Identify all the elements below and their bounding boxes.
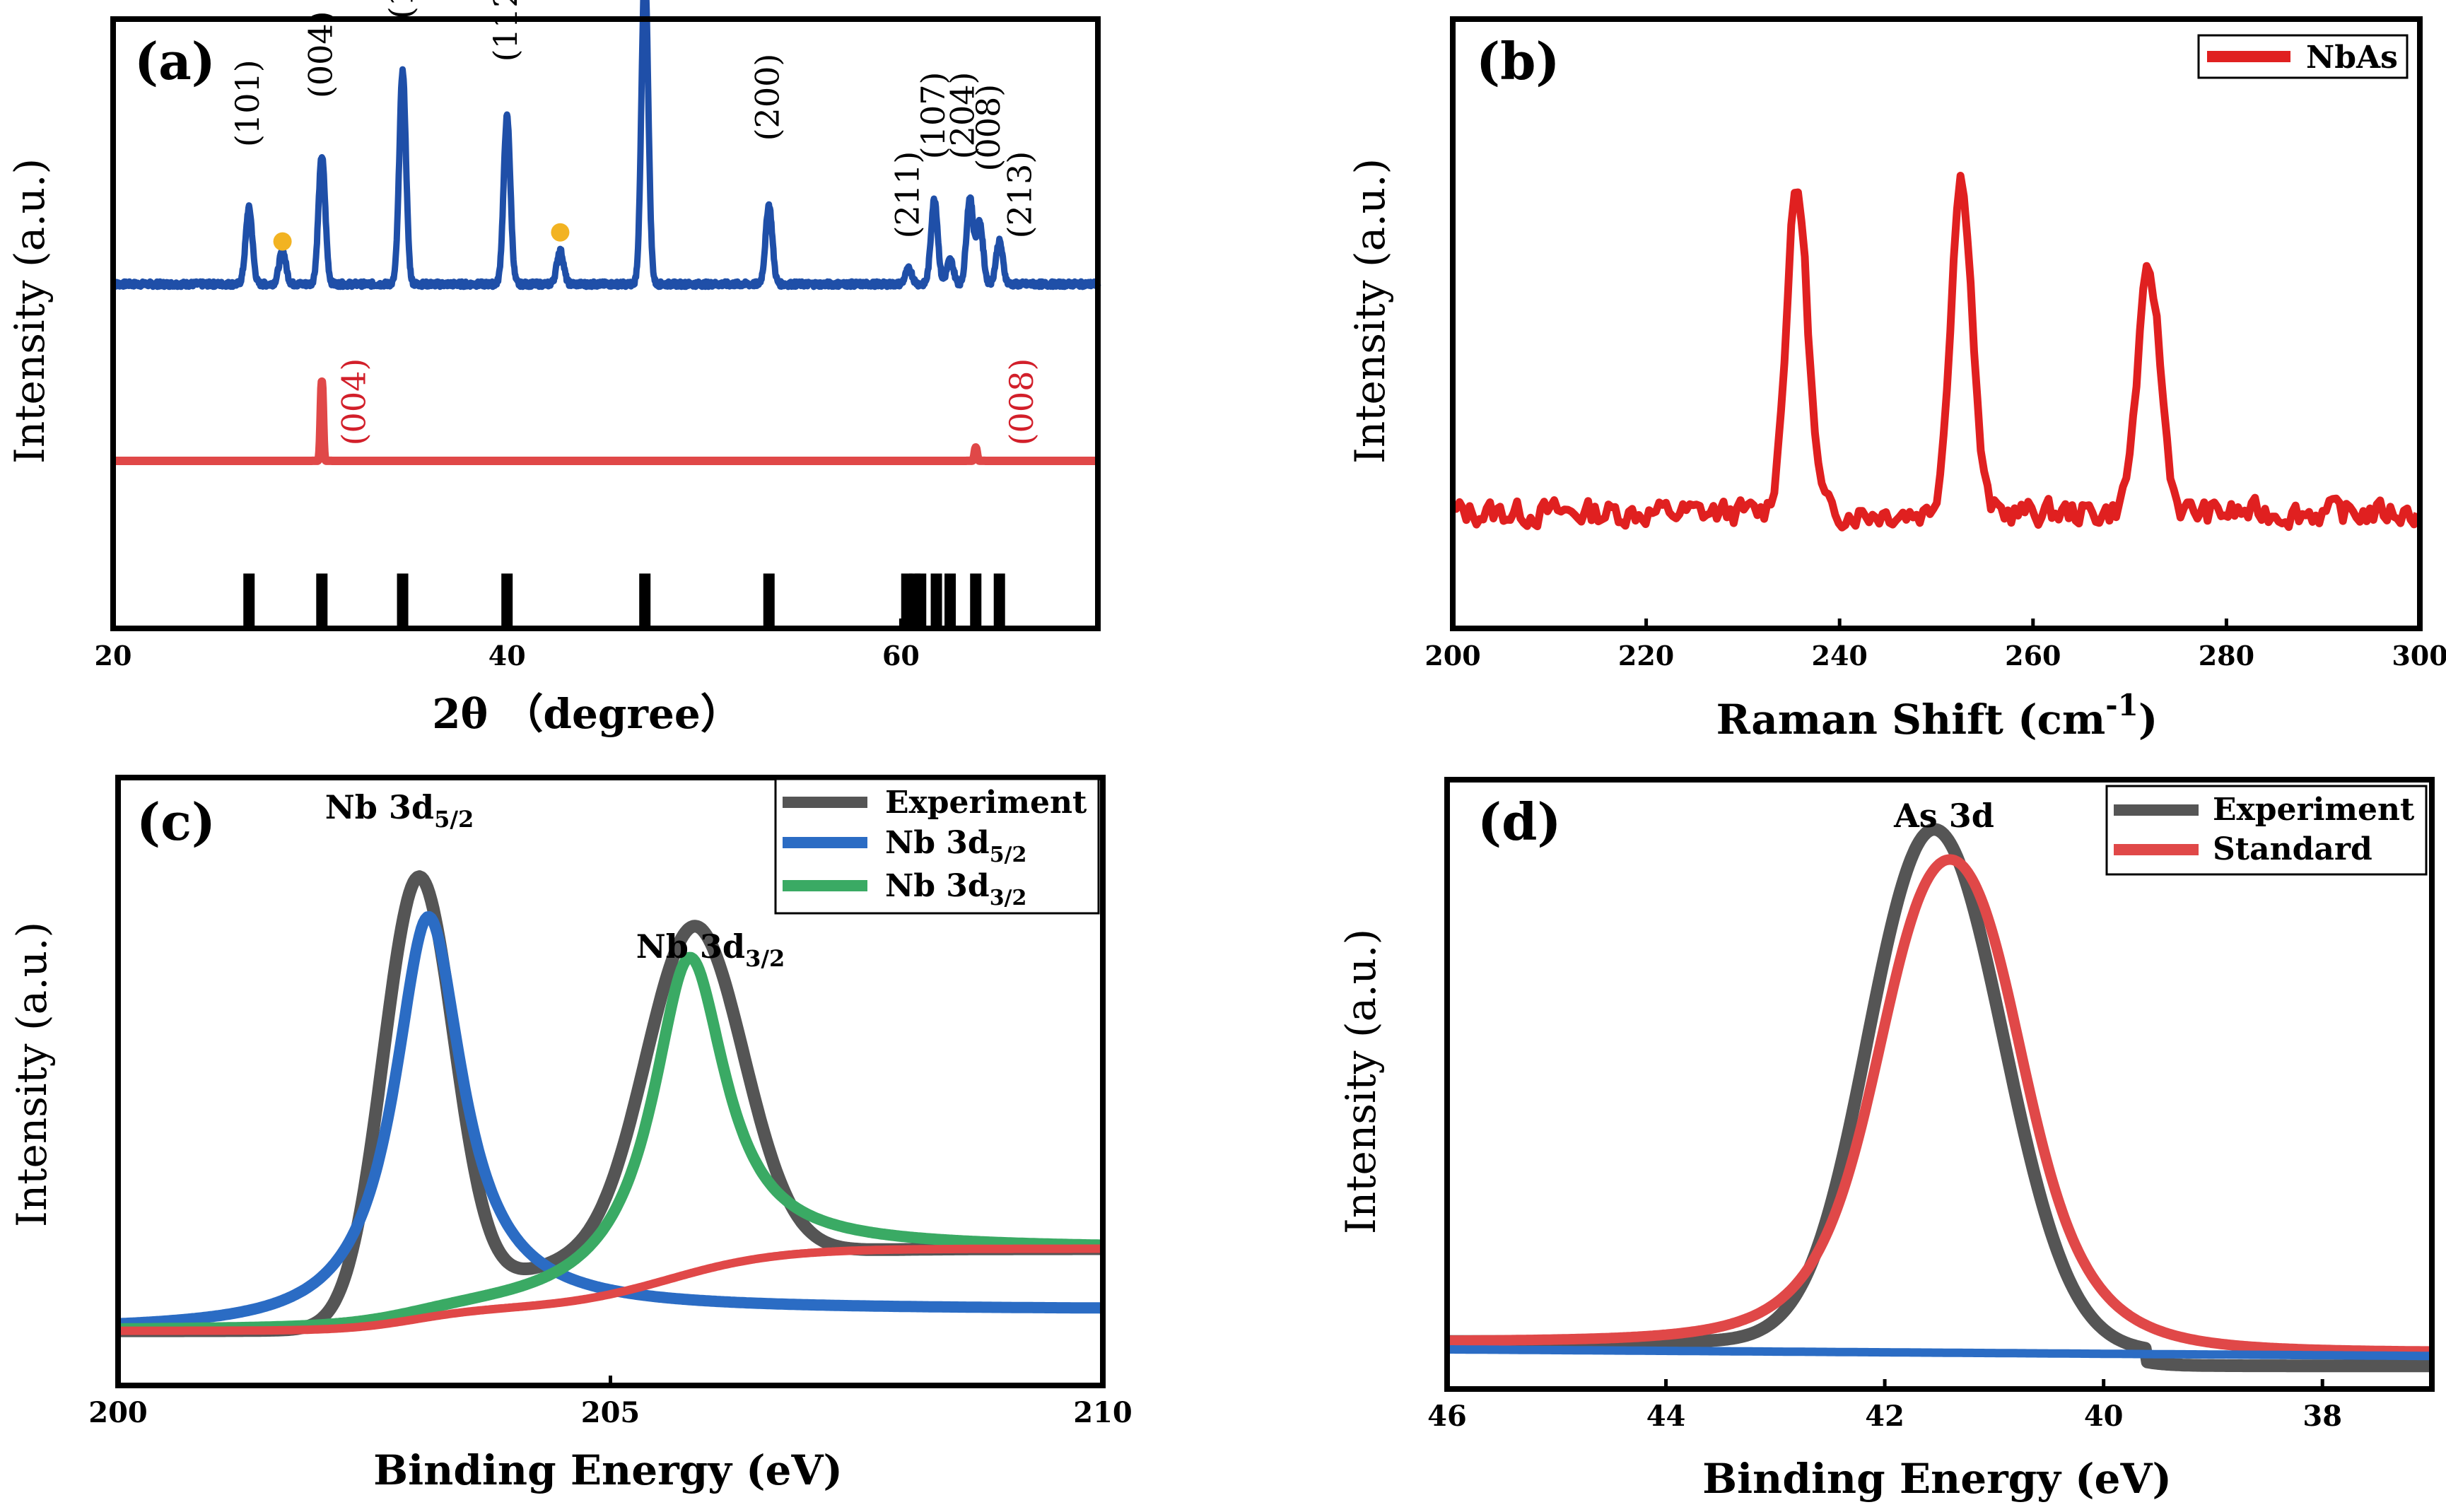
panel-c-legend-label-nb-3d52-sub: 5/2 [990, 843, 1027, 867]
panel-b-x-axis-label-sup: -1 [2105, 688, 2138, 722]
panel-c-y-axis-label: Intensity (a.u.) [8, 922, 56, 1227]
panel-d-series-group [1443, 823, 2436, 1373]
panel-c-frame [115, 775, 1106, 1388]
panel-a-annotations-group: (101)(004)(103)(112)(105)(200)(211)(107)… [228, 0, 1041, 445]
panel-b-xtick-label-5: 300 [2392, 640, 2446, 672]
panel-d-peak-label-0-main: As 3d [1893, 797, 1994, 835]
panel-a-annotation-8: (204) [944, 72, 982, 160]
panel-d-legend-label-standard: Standard [2213, 831, 2372, 867]
panel-d-series-background [1445, 1345, 2434, 1361]
panel-a-annotation-9: (008) [969, 84, 1007, 172]
panel-b-xtick-label-1: 220 [1618, 640, 1674, 672]
panel-a-annotation-1: (004) [301, 11, 339, 98]
panel-a-xtick-label-2: 60 [882, 640, 920, 672]
panel-c-xtick-label-2: 210 [1073, 1396, 1133, 1429]
panel-c-peak-label-0-text: Nb 3d5/2 [325, 788, 474, 833]
panel-a-annotation-6: (211) [889, 151, 927, 239]
panel-c-legend: Experiment Nb 3d5/2 Nb 3d3/2 [774, 778, 1100, 915]
panel-d-y-axis-label: Intensity (a.u.) [1337, 929, 1385, 1234]
panel-c-legend-label-nb-3d52: Nb 3d5/2 [885, 825, 1026, 867]
panel-d-x-axis-label: Binding Energy (eV) [1702, 1455, 2172, 1503]
panel-d-xtick-label-3: 40 [2084, 1400, 2124, 1433]
panel-d-xtick-label-4: 38 [2302, 1400, 2342, 1433]
panel-b-xtick-label-3: 260 [2005, 640, 2061, 672]
panel-b-label: (b) [1476, 31, 1560, 91]
panel-c-legend-label-nb-3d52-main: Nb 3d [885, 825, 990, 861]
panel-c-x-axis-label: Binding Energy (eV) [373, 1446, 843, 1494]
panel-d-xtick-label-1: 44 [1646, 1400, 1686, 1433]
panel-b-y-axis-label: Intensity (a.u.) [1346, 158, 1394, 464]
panel-c-peak-label-1-text: Nb 3d3/2 [636, 927, 785, 972]
panel-b-series-group [1451, 172, 2421, 532]
panel-a-frame [110, 16, 1101, 631]
panel-a-annotation-11: (004) [335, 358, 373, 446]
panel-b-xtick-label-2: 240 [1812, 640, 1868, 672]
panel-a-annotation-10: (213) [1000, 151, 1038, 239]
panel-c-series-background [115, 1244, 1106, 1335]
panel-a-annotation-7: (107) [914, 72, 952, 160]
panel-d-xtick-label-2: 42 [1865, 1400, 1904, 1433]
panel-a-label: (a) [134, 31, 216, 91]
panel-c-series-group [113, 870, 1108, 1337]
panel-c-legend-label-nb-3d32-sub: 3/2 [990, 886, 1027, 910]
panel-c-peak-label-0-main: Nb 3d [325, 788, 434, 826]
panel-c-legend-label-experiment: Experiment [885, 785, 1087, 821]
panel-d-ticks-group: 46 44 42 40 38 [1427, 1379, 2342, 1433]
panel-a-annotation-5: (200) [749, 54, 787, 141]
panel-b-legend-label-nbas: NbAs [2306, 40, 2398, 76]
panel-a-annotation-12: (008) [1002, 358, 1041, 446]
panel-a-series-reference [109, 377, 1102, 465]
panel-a-xtick-label-1: 40 [488, 640, 526, 672]
panel-b-ticks-group: 200 220 240 260 280 300 [1424, 619, 2446, 672]
panel-c-legend-label-nb-3d32: Nb 3d3/2 [885, 868, 1026, 910]
panel-b-x-axis-label-main: Raman Shift (cm [1716, 696, 2106, 744]
panel-b-x-axis-label: Raman Shift (cm-1) [1716, 688, 2158, 744]
panel-b-frame [1450, 16, 2423, 631]
panel-c-peak-label-1-sub: 3/2 [745, 945, 785, 972]
panel-d-label: (d) [1477, 792, 1561, 852]
panel-c: (c) 200 205 210 Nb 3d5/2 Nb 3d3/2 Experime… [8, 775, 1133, 1494]
panel-d: (d) 46 44 42 40 38 As 3d Experiment Standard… [1337, 777, 2436, 1503]
panel-a-annotation-0: (101) [228, 59, 267, 147]
panel-c-peak-label-0: Nb 3d5/2 [325, 788, 474, 833]
panel-b-xtick-label-4: 280 [2199, 640, 2254, 672]
panel-c-peak-label-1: Nb 3d3/2 [636, 927, 785, 972]
panel-a-annotation-2: (103) [382, 0, 421, 19]
panel-d-legend-box [2105, 785, 2428, 876]
panel-a-xtick-label-0: 20 [95, 640, 132, 672]
panel-d-xtick-label-0: 46 [1427, 1400, 1467, 1433]
panel-c-legend-label-nb-3d32-main: Nb 3d [885, 868, 990, 904]
panel-d-peak-label-0: As 3d [1893, 797, 1994, 835]
panel-c-peak-label-0-sub: 5/2 [434, 806, 474, 833]
panel-d-peak-label-0-text: As 3d [1893, 797, 1994, 835]
panel-b-series-nbas [1451, 172, 2421, 532]
panel-a-series-group [109, 0, 1102, 628]
panel-d-legend-label-experiment: Experiment [2213, 792, 2415, 828]
panel-a-series-measured [110, 0, 1101, 291]
panel-a-impurity-marker-0 [273, 232, 292, 251]
panel-c-label: (c) [136, 792, 216, 852]
panel-c-xtick-label-0: 200 [88, 1396, 148, 1429]
panel-d-series-standard [1444, 854, 2435, 1357]
panel-d-frame [1444, 777, 2435, 1392]
panel-a-y-axis-label: Intensity (a.u.) [6, 158, 54, 464]
panel-a-impurity-marker-1 [551, 223, 570, 242]
panel-a-x-axis-label: 2θ （degree） [432, 690, 742, 738]
panel-a-ticks-group: 20 40 60 [95, 619, 920, 672]
panel-b-x-axis-label-end: ) [2138, 696, 2158, 744]
panel-b: (b) 200 220 240 260 280 300 NbAs Intensity (a… [1346, 16, 2446, 744]
panel-a-annotation-3: (112) [486, 0, 525, 61]
panel-d-legend: Experiment Standard [2105, 785, 2428, 876]
panel-c-xtick-label-1: 205 [581, 1396, 640, 1429]
panel-b-legend: NbAs [2197, 34, 2409, 79]
panel-b-xtick-label-0: 200 [1424, 640, 1480, 672]
panel-c-series-nb-3d52 [114, 910, 1107, 1330]
panel-c-peak-label-1-main: Nb 3d [636, 927, 745, 966]
